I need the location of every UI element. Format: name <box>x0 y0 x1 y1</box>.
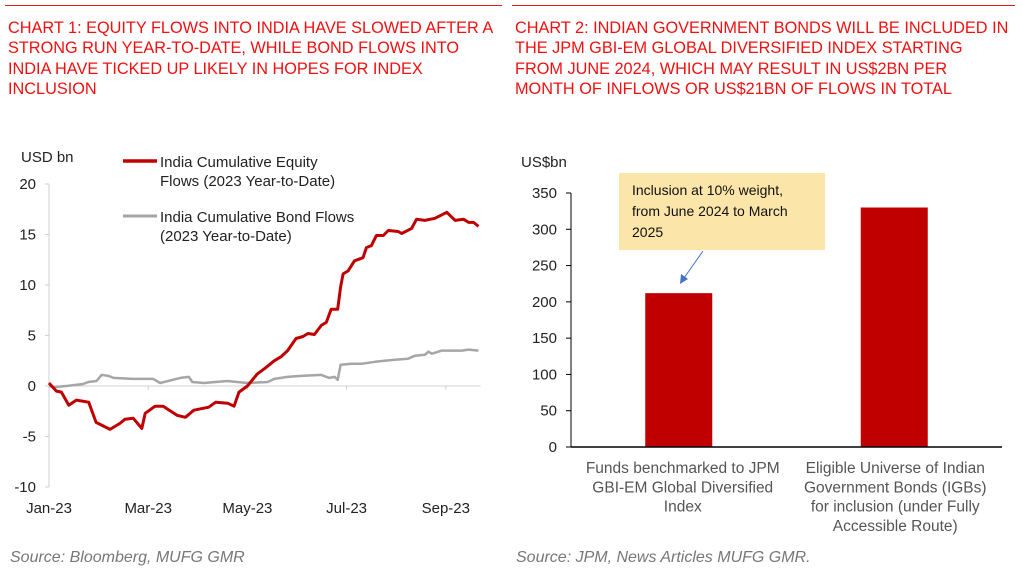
chart2-y-tick-label: 300 <box>532 221 557 238</box>
chart2-bar <box>860 207 928 447</box>
chart2-category-label: Accessible Route) <box>833 518 958 535</box>
chart1-y-tick-label: 10 <box>19 277 36 294</box>
chart1-legend-bond-label: (2023 Year-to-Date) <box>160 228 292 245</box>
chart2-annotation-text: 2025 <box>632 224 663 240</box>
chart2-y-tick-label: 0 <box>549 439 557 456</box>
chart2-title: CHART 2: INDIAN GOVERNMENT BONDS WILL BE… <box>515 19 1009 98</box>
chart1-y-tick-label: -10 <box>14 479 36 496</box>
right-top-rule <box>512 5 1015 6</box>
chart1-x-tick-label: May-23 <box>222 500 272 517</box>
chart1-y-tick-label: 0 <box>28 378 36 395</box>
chart2-source: Source: JPM, News Articles MUFG GMR. <box>516 549 811 566</box>
chart1-x-tick-label: Mar-23 <box>124 500 172 517</box>
chart2-annotation-text: from June 2024 to March <box>632 203 788 219</box>
chart1-legend-bond-label: India Cumulative Bond Flows <box>160 209 354 226</box>
chart1-x-tick-label: Jan-23 <box>26 500 72 517</box>
chart1-x-tick-label: Jul-23 <box>326 500 367 517</box>
chart2-category-label: GBI-EM Global Diversified <box>592 479 773 496</box>
chart2-y-axis-label: US$bn <box>521 154 567 171</box>
chart2-category-label: for inclusion (under Fully <box>811 499 980 516</box>
chart1-bond-line <box>48 348 479 389</box>
chart1-y-tick-label: 20 <box>19 176 36 193</box>
chart1-y-tick-label: -5 <box>23 429 36 446</box>
chart2-y-tick-label: 50 <box>540 403 557 420</box>
chart2-bar <box>645 293 713 447</box>
chart1-x-tick-label: Sep-23 <box>422 500 470 517</box>
chart1-equity-line <box>47 210 480 431</box>
chart1-source: Source: Bloomberg, MUFG GMR <box>10 549 245 566</box>
chart2-y-tick-label: 150 <box>532 330 557 347</box>
chart2-y-tick-label: 250 <box>532 258 557 275</box>
chart2-annotation-arrow <box>683 250 704 279</box>
chart1-y-tick-label: 15 <box>19 227 36 244</box>
chart2-category-label: Index <box>664 499 702 516</box>
chart2-y-tick-label: 100 <box>532 366 557 383</box>
chart1-legend-equity-label: India Cumulative Equity <box>160 154 318 171</box>
left-top-rule <box>5 5 502 6</box>
chart1-legend-equity-label: Flows (2023 Year-to-Date) <box>160 173 335 190</box>
chart2-annotation-box <box>619 173 825 250</box>
chart2-category-label: Funds benchmarked to JPM <box>586 460 780 477</box>
chart2-annotation-text: Inclusion at 10% weight, <box>632 182 783 198</box>
chart1-y-axis-label: USD bn <box>21 149 74 166</box>
chart2-y-tick-label: 200 <box>532 294 557 311</box>
chart1-y-tick-label: 5 <box>28 328 36 345</box>
arrow-head-icon <box>680 274 688 284</box>
chart2-category-label: Eligible Universe of Indian <box>806 460 985 477</box>
chart2-category-label: Government Bonds (IGBs) <box>804 479 987 496</box>
chart1-title: CHART 1: EQUITY FLOWS INTO INDIA HAVE SL… <box>8 19 493 98</box>
chart2-y-tick-label: 350 <box>532 185 557 202</box>
